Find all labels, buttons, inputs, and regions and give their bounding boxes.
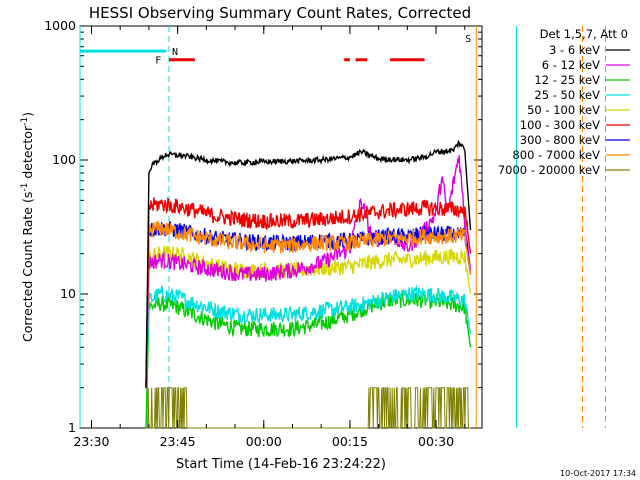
legend-label: 7000 - 20000 keV — [498, 163, 600, 177]
plot-frame — [79, 25, 483, 429]
y-tick-label: 10 — [60, 286, 76, 301]
series-line — [145, 155, 472, 388]
series-line — [146, 387, 471, 429]
series-line — [145, 284, 472, 388]
series-line — [145, 197, 472, 388]
y-axis-label-sup2: -1 — [20, 117, 30, 126]
y-axis-label: Corrected Count Rate (s-1 detector-1) — [20, 112, 35, 342]
y-tick-label: 1000 — [44, 18, 76, 33]
legend-label: 25 - 50 keV — [534, 88, 600, 102]
y-axis-label-sup1: -1 — [20, 183, 30, 192]
x-tick-label: 00:00 — [246, 434, 282, 449]
legend-header: Det 1,5,7, Att 0 — [540, 27, 628, 41]
flag-label: N — [172, 47, 178, 58]
legend-label: 12 - 25 keV — [534, 73, 600, 87]
legend-label: 800 - 7000 keV — [512, 148, 600, 162]
x-tick-label: 00:30 — [418, 434, 454, 449]
x-tick-label: 23:45 — [160, 434, 196, 449]
y-tick-label: 100 — [52, 152, 76, 167]
chart-title: HESSI Observing Summary Count Rates, Cor… — [89, 4, 471, 22]
plot-area: 1 10 100 1000 FN S 23:30 23:45 00:00 00:15 00:30 — [44, 18, 606, 449]
x-tick-label: 00:15 — [332, 434, 368, 449]
series-line — [145, 289, 472, 429]
legend-label: 100 - 300 keV — [520, 118, 600, 132]
legend-label: 300 - 800 keV — [520, 133, 600, 147]
flag-label: F — [155, 56, 161, 67]
flag-label: S — [465, 34, 471, 45]
legend-label: 50 - 100 keV — [527, 103, 600, 117]
y-axis-label-main: Corrected Count Rate (s — [20, 192, 35, 342]
series-line — [145, 139, 472, 388]
legend-label: 6 - 12 keV — [542, 58, 600, 72]
series-line — [145, 220, 472, 388]
footer-date: 10-Oct-2017 17:34 — [560, 469, 636, 478]
y-tick-label: 1 — [68, 420, 76, 435]
x-tick-label: 23:30 — [73, 434, 109, 449]
x-axis-label: Start Time (14-Feb-16 23:24:22) — [176, 457, 386, 472]
legend-label: 3 - 6 keV — [549, 43, 600, 57]
y-axis-label-end: ) — [20, 112, 35, 117]
y-axis-label-mid: detector — [20, 125, 35, 183]
